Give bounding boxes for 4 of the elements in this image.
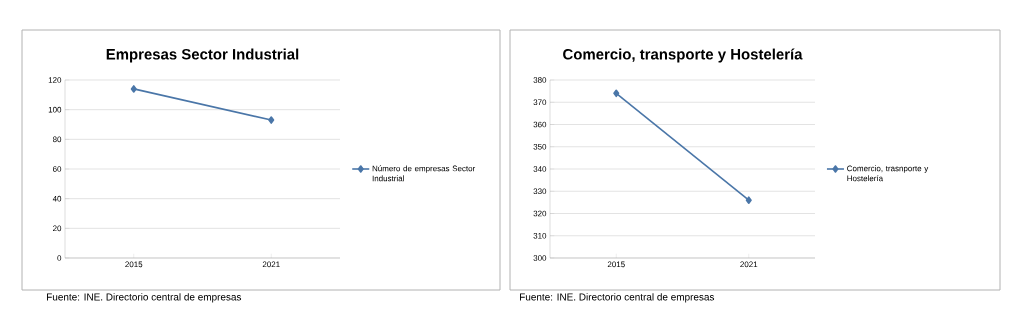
chart-title: Comercio, transporte y Hostelería (563, 48, 803, 63)
chart-title: Empresas Sector Industrial (106, 48, 299, 63)
source-note: Fuente: INE. Directorio central de empresas (520, 293, 715, 303)
source-note: Fuente: INE. Directorio central de empresas (47, 293, 242, 303)
